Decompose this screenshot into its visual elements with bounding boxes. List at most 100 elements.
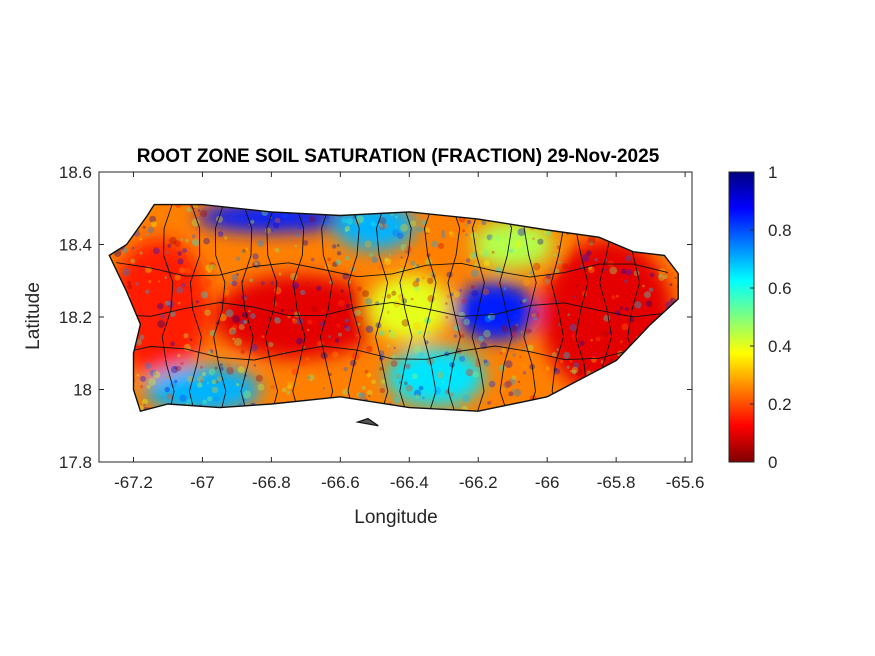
heat-speckle (415, 394, 420, 398)
heat-speckle (273, 222, 280, 229)
heat-speckle (642, 284, 645, 288)
heat-speckle (240, 349, 245, 354)
heat-speckle (505, 380, 513, 388)
heat-speckle (268, 341, 274, 348)
heat-speckle (307, 376, 311, 379)
heat-speckle (252, 253, 259, 260)
heat-speckle (307, 319, 313, 325)
map-title: ROOT ZONE SOIL SATURATION (FRACTION) 29-… (137, 146, 660, 167)
heat-speckle (498, 364, 506, 372)
x-axis-label: Longitude (354, 507, 437, 528)
heat-speckle (569, 370, 573, 373)
heat-speckle (335, 259, 342, 266)
heat-speckle (533, 312, 537, 316)
heat-speckle (395, 373, 402, 380)
heat-speckle (548, 267, 552, 270)
municipality-boundary (550, 204, 565, 412)
heat-speckle (550, 290, 554, 293)
heat-speckle (571, 332, 579, 340)
x-tick-label: -65.6 (666, 473, 705, 492)
heat-speckle (472, 371, 479, 378)
heat-speckle (307, 328, 310, 332)
heat-speckle (365, 298, 373, 305)
heat-speckle (634, 301, 642, 309)
heat-speckle (273, 248, 276, 251)
heat-speckle (553, 254, 557, 257)
heat-speckle (410, 297, 414, 301)
heat-speckle (369, 253, 373, 257)
heat-speckle (426, 232, 429, 235)
colorbar-tick-label: 0.2 (768, 395, 792, 414)
heat-speckle (232, 315, 241, 324)
heat-speckle (257, 383, 265, 391)
soil-saturation-heatmap (109, 204, 679, 412)
heat-speckle (338, 332, 342, 337)
heat-speckle (483, 329, 491, 338)
heat-speckle (509, 249, 514, 253)
heat-speckle (561, 258, 565, 262)
heat-speckle (605, 267, 609, 270)
heat-speckle (225, 309, 234, 318)
municipality-boundary (240, 204, 254, 412)
heat-speckle (370, 221, 376, 227)
heat-speckle (553, 368, 560, 375)
heat-speckle (321, 309, 326, 313)
heat-speckle (135, 282, 139, 286)
heat-speckle (364, 240, 372, 248)
heat-speckle (238, 324, 245, 330)
heat-speckle (140, 385, 144, 389)
heat-speckle (169, 236, 177, 245)
heat-speckle (356, 392, 362, 398)
municipality-boundary (161, 204, 175, 412)
municipality-boundary (471, 204, 485, 412)
heat-speckle (416, 226, 423, 233)
heat-speckle (219, 363, 223, 367)
y-axis: 18.6 18.4 18.2 18 17.8 (59, 163, 692, 472)
heat-speckle (345, 256, 350, 261)
heat-speckle (177, 258, 184, 265)
heat-speckle (487, 401, 491, 405)
heat-speckle (344, 325, 351, 332)
municipality-boundary (213, 204, 227, 412)
heat-speckle (286, 384, 292, 390)
heat-speckle (393, 300, 401, 308)
heat-speckle (177, 251, 183, 256)
heat-speckle (250, 219, 255, 224)
heat-speckle (456, 404, 460, 408)
heat-speckle (142, 398, 148, 405)
heat-speckle (271, 229, 275, 232)
heat-speckle (427, 277, 434, 285)
heat-speckle (336, 251, 342, 256)
heat-speckle (177, 301, 181, 305)
heat-speckle (620, 268, 627, 275)
heat-speckle (461, 298, 467, 304)
heat-speckle (573, 362, 580, 369)
heat-speckle (139, 237, 143, 241)
municipality-boundary (264, 204, 279, 412)
heat-speckle (504, 360, 513, 368)
heat-speckle (431, 240, 439, 248)
heat-speckle (153, 371, 161, 379)
heat-speckle (252, 262, 256, 267)
heat-speckle (395, 215, 398, 219)
heat-speckle (387, 344, 390, 348)
heat-speckle (275, 247, 280, 253)
heat-speckle (187, 398, 193, 404)
heat-speckle (560, 359, 564, 363)
heat-speckle (586, 250, 592, 256)
heat-speckle (231, 274, 239, 281)
saturation-region (472, 220, 554, 269)
heat-speckle (523, 298, 528, 303)
heat-speckle (217, 231, 224, 237)
heat-speckle (537, 238, 544, 245)
heat-speckle (490, 235, 497, 243)
heat-speckle (360, 327, 363, 330)
colorbar-tick-label: 0.6 (768, 279, 792, 298)
heat-speckle (511, 375, 517, 381)
small-island-outline (355, 417, 379, 427)
heat-speckle (337, 299, 345, 307)
heat-speckle (174, 240, 181, 248)
heat-speckle (197, 209, 201, 212)
heat-speckle (501, 324, 509, 333)
heat-speckle (371, 256, 379, 264)
